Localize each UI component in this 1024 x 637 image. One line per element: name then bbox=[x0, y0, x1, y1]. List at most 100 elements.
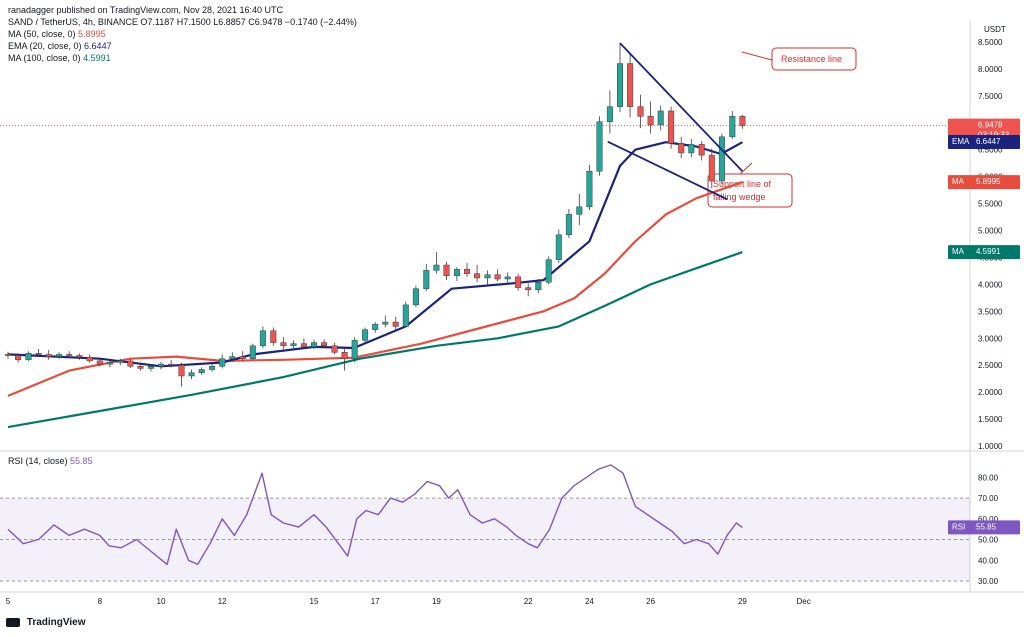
candle bbox=[392, 316, 399, 330]
candle-body bbox=[351, 340, 358, 359]
time-tick-label: 29 bbox=[738, 597, 747, 606]
legend-ma100-value: 4.5991 bbox=[83, 53, 111, 63]
candle-body bbox=[56, 354, 63, 357]
candle-body bbox=[494, 274, 501, 280]
time-tick-label: 22 bbox=[524, 597, 533, 606]
candle-body bbox=[647, 116, 654, 126]
candle-body bbox=[565, 214, 572, 236]
candle-body bbox=[739, 116, 746, 126]
candle-body bbox=[239, 356, 246, 359]
candle bbox=[718, 133, 725, 185]
candle bbox=[168, 359, 175, 368]
resistance-annotation: Resistance line bbox=[771, 47, 857, 71]
candle-body bbox=[259, 330, 266, 347]
candle-body bbox=[525, 287, 532, 291]
candle bbox=[362, 327, 369, 343]
candle bbox=[525, 283, 532, 297]
rsi-tick-label: 70.00 bbox=[978, 494, 999, 503]
candle-body bbox=[198, 369, 205, 373]
candle bbox=[412, 285, 419, 308]
legend-ema20: EMA (20, close, 0) 6.6447 bbox=[8, 40, 112, 52]
price-tick-label: 1.0000 bbox=[978, 442, 1003, 451]
candle bbox=[443, 261, 450, 281]
price-tick-label: 2.0000 bbox=[978, 388, 1003, 397]
price-tick-label: 3.5000 bbox=[978, 307, 1003, 316]
candle bbox=[504, 272, 511, 285]
candle bbox=[627, 52, 634, 118]
candle-body bbox=[515, 276, 522, 288]
candle-body bbox=[729, 116, 736, 138]
candle bbox=[188, 369, 195, 380]
price-tick-label: 2.5000 bbox=[978, 361, 1003, 370]
candle-body bbox=[678, 143, 685, 154]
candle-body bbox=[627, 63, 634, 107]
price-tick-label: 1.5000 bbox=[978, 415, 1003, 424]
ema-tag-label: EMA bbox=[952, 137, 970, 146]
candle-body bbox=[474, 273, 481, 279]
candle bbox=[15, 353, 22, 363]
candle-body bbox=[576, 206, 583, 215]
candle bbox=[239, 351, 246, 361]
candle-body bbox=[708, 154, 715, 182]
candle-body bbox=[35, 353, 42, 355]
candle-body bbox=[86, 356, 93, 362]
rsi-tick-label: 40.00 bbox=[978, 556, 999, 565]
last-price-tag-value: 6.9478 bbox=[978, 121, 1003, 130]
candle bbox=[535, 279, 542, 294]
candle-body bbox=[137, 366, 144, 369]
time-tick-label: 26 bbox=[646, 597, 655, 606]
rsi-tick-label: 80.00 bbox=[978, 473, 999, 482]
rsi-tag-value: 55.85 bbox=[976, 522, 997, 531]
candle bbox=[96, 357, 103, 367]
candle-body bbox=[321, 342, 328, 347]
candle-body bbox=[15, 355, 22, 361]
candle bbox=[647, 101, 654, 134]
candle bbox=[341, 349, 348, 371]
time-tick-label: 10 bbox=[157, 597, 166, 606]
legend-ma100-label: MA (100, close, 0) bbox=[8, 53, 81, 63]
candle bbox=[45, 350, 52, 360]
rsi-line bbox=[7, 464, 743, 566]
time-tick-label: 5 bbox=[6, 597, 11, 606]
resistance-arrow bbox=[741, 51, 773, 61]
candle-body bbox=[290, 343, 297, 347]
candle bbox=[545, 256, 552, 285]
candle bbox=[657, 105, 664, 131]
price-tick-label: 8.0000 bbox=[978, 65, 1003, 74]
candle-body bbox=[178, 364, 185, 377]
rsi-band-fill bbox=[0, 498, 970, 581]
candle bbox=[229, 352, 236, 362]
trendlines bbox=[607, 42, 773, 201]
candle bbox=[331, 342, 338, 355]
price-tick-label: 7.5000 bbox=[978, 92, 1003, 101]
legend-ema20-label: EMA (20, close, 0) bbox=[8, 41, 82, 51]
candle bbox=[698, 141, 705, 161]
legend-rsi: RSI (14, close) 55.85 bbox=[8, 455, 93, 467]
ma50-line bbox=[7, 181, 743, 397]
candle bbox=[617, 43, 623, 113]
candle bbox=[300, 338, 307, 348]
ma100-tag: MA 4.5991 bbox=[948, 245, 1020, 260]
candle-body bbox=[106, 362, 113, 365]
legend-ma50-label: MA (50, close, 0) bbox=[8, 29, 76, 39]
candle bbox=[678, 136, 685, 159]
candle-body bbox=[188, 372, 195, 377]
ma50-tag: MA 5.8995 bbox=[948, 175, 1020, 190]
candle bbox=[117, 358, 124, 366]
candle-body bbox=[484, 274, 491, 279]
candle-body bbox=[311, 342, 317, 348]
rsi-tick-label: 50.00 bbox=[978, 536, 999, 545]
candle bbox=[158, 361, 164, 370]
candle bbox=[249, 343, 256, 360]
ma50-tag-label: MA bbox=[952, 177, 965, 186]
candle-body bbox=[66, 354, 73, 356]
candle-body bbox=[545, 259, 552, 283]
price-unit-label: USDT bbox=[984, 25, 1006, 34]
time-tick-label: Dec bbox=[796, 597, 810, 606]
candle bbox=[729, 110, 736, 139]
ema-tag-value: 6.6447 bbox=[976, 137, 1001, 146]
candle-body bbox=[158, 363, 164, 367]
candle bbox=[76, 353, 83, 360]
candle bbox=[586, 164, 593, 211]
